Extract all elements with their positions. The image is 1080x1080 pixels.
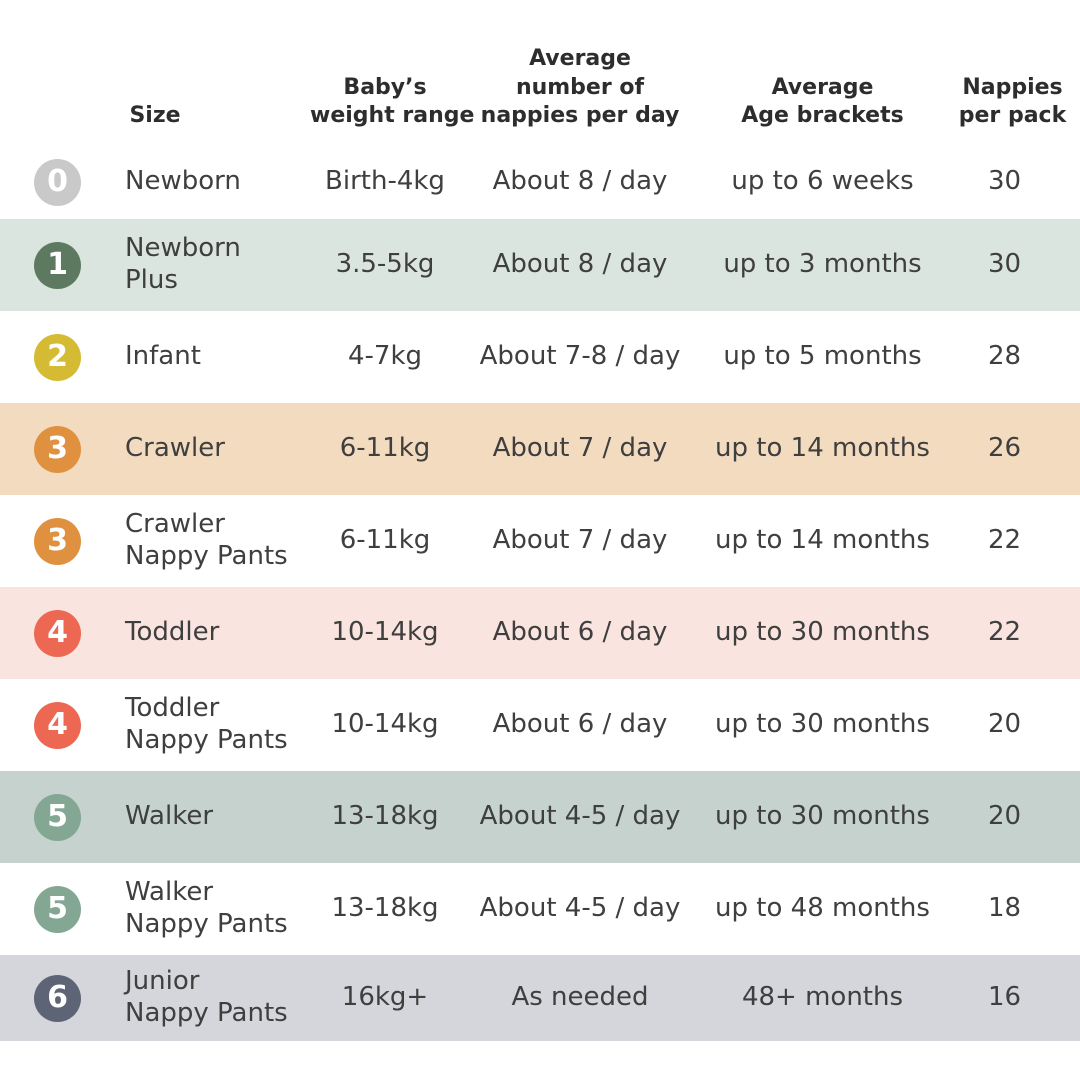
table-row: 5 Walker 13-18kg About 4-5 / day up to 3… [0, 771, 1080, 863]
nappies-per-pack-value: 16 [987, 982, 1022, 1013]
size-name: Crawler Nappy Pants [125, 509, 288, 571]
nappies-per-pack-value: 18 [987, 893, 1022, 924]
size-name: Newborn Plus [125, 233, 241, 295]
nappies-per-day-value: As needed [511, 982, 649, 1013]
size-number-badge: 3 [34, 517, 81, 565]
table-row: 4 Toddler Nappy Pants 10-14kg About 6 / … [0, 679, 1080, 771]
size-badge-cell: 3 [0, 517, 115, 565]
size-badge-cell: 3 [0, 425, 115, 473]
size-name: Newborn [125, 166, 241, 197]
age-bracket-value: up to 3 months [723, 249, 922, 280]
size-number: 4 [47, 706, 68, 742]
age-bracket-value: up to 30 months [715, 709, 930, 740]
nappies-per-day-value: About 8 / day [492, 249, 668, 280]
weight-range-value: 13-18kg [331, 893, 439, 924]
nappies-per-day-value: About 7-8 / day [479, 341, 681, 372]
nappies-per-pack-value: 20 [987, 801, 1022, 832]
size-number: 1 [47, 246, 68, 282]
size-number: 6 [47, 979, 68, 1015]
size-number-badge: 5 [34, 793, 81, 841]
nappies-per-day-value: About 7 / day [492, 525, 668, 556]
size-number-badge: 4 [34, 609, 81, 657]
size-badge-cell: 5 [0, 885, 115, 933]
nappies-per-day-value: About 4-5 / day [479, 893, 681, 924]
size-badge-cell: 0 [0, 158, 115, 206]
size-number: 3 [47, 522, 68, 558]
nappies-per-pack-value: 26 [987, 433, 1022, 464]
size-badge-cell: 6 [0, 974, 115, 1022]
table-row: 0 Newborn Birth-4kg About 8 / day up to … [0, 145, 1080, 219]
header-nappies-per-day: Average number of nappies per day [480, 46, 680, 129]
table-body: 0 Newborn Birth-4kg About 8 / day up to … [0, 145, 1080, 1041]
size-number-badge: 1 [34, 241, 81, 289]
size-number: 3 [47, 430, 68, 466]
header-age-brackets: Average Age brackets [741, 74, 904, 129]
age-bracket-value: up to 6 weeks [731, 166, 914, 197]
size-name: Toddler Nappy Pants [125, 693, 288, 755]
weight-range-value: 6-11kg [339, 525, 431, 556]
size-number: 5 [47, 890, 68, 926]
weight-range-value: 16kg+ [341, 982, 429, 1013]
table-row: 3 Crawler Nappy Pants 6-11kg About 7 / d… [0, 495, 1080, 587]
nappies-per-pack-value: 22 [987, 617, 1022, 648]
weight-range-value: 6-11kg [339, 433, 431, 464]
size-number: 4 [47, 614, 68, 650]
age-bracket-value: up to 14 months [715, 433, 930, 464]
nappies-per-day-value: About 7 / day [492, 433, 668, 464]
weight-range-value: 10-14kg [331, 709, 439, 740]
size-number-badge: 4 [34, 701, 81, 749]
table-row: 1 Newborn Plus 3.5-5kg About 8 / day up … [0, 219, 1080, 311]
age-bracket-value: up to 30 months [715, 617, 930, 648]
size-number: 5 [47, 798, 68, 834]
nappies-per-pack-value: 30 [987, 166, 1022, 197]
nappies-per-day-value: About 6 / day [492, 709, 668, 740]
size-name: Walker Nappy Pants [125, 877, 288, 939]
nappies-per-day-value: About 4-5 / day [479, 801, 681, 832]
size-name: Crawler [125, 433, 225, 464]
size-badge-cell: 5 [0, 793, 115, 841]
nappies-per-day-value: About 6 / day [492, 617, 668, 648]
weight-range-value: 3.5-5kg [335, 249, 435, 280]
size-name: Infant [125, 341, 201, 372]
nappies-per-pack-value: 20 [987, 709, 1022, 740]
weight-range-value: 4-7kg [347, 341, 423, 372]
size-number-badge: 2 [34, 333, 81, 381]
size-number-badge: 0 [34, 158, 81, 206]
age-bracket-value: up to 5 months [723, 341, 922, 372]
size-badge-cell: 4 [0, 609, 115, 657]
size-number: 2 [47, 338, 68, 374]
size-badge-cell: 1 [0, 241, 115, 289]
header-nappies-per-pack: Nappies per pack [958, 74, 1067, 129]
weight-range-value: Birth-4kg [325, 166, 445, 197]
weight-range-value: 10-14kg [331, 617, 439, 648]
age-bracket-value: up to 30 months [715, 801, 930, 832]
nappies-per-pack-value: 22 [987, 525, 1022, 556]
header-size: Size [129, 103, 181, 129]
age-bracket-value: 48+ months [741, 982, 904, 1013]
table-row: 6 Junior Nappy Pants 16kg+ As needed 48+… [0, 955, 1080, 1041]
size-name: Walker [125, 801, 214, 832]
table-header-row: Size Baby’s weight range Average number … [0, 0, 1080, 145]
size-badge-cell: 2 [0, 333, 115, 381]
table-row: 2 Infant 4-7kg About 7-8 / day up to 5 m… [0, 311, 1080, 403]
size-name: Toddler [125, 617, 220, 648]
header-weight-range: Baby’s weight range [310, 74, 475, 129]
table-row: 4 Toddler 10-14kg About 6 / day up to 30… [0, 587, 1080, 679]
size-number: 0 [47, 163, 68, 199]
size-number-badge: 3 [34, 425, 81, 473]
size-number-badge: 6 [34, 974, 81, 1022]
size-name: Junior Nappy Pants [125, 966, 288, 1028]
size-badge-cell: 4 [0, 701, 115, 749]
nappies-per-day-value: About 8 / day [492, 166, 668, 197]
age-bracket-value: up to 48 months [715, 893, 930, 924]
nappy-size-chart: Size Baby’s weight range Average number … [0, 0, 1080, 1041]
nappies-per-pack-value: 30 [987, 249, 1022, 280]
size-number-badge: 5 [34, 885, 81, 933]
table-row: 5 Walker Nappy Pants 13-18kg About 4-5 /… [0, 863, 1080, 955]
nappies-per-pack-value: 28 [987, 341, 1022, 372]
weight-range-value: 13-18kg [331, 801, 439, 832]
table-row: 3 Crawler 6-11kg About 7 / day up to 14 … [0, 403, 1080, 495]
age-bracket-value: up to 14 months [715, 525, 930, 556]
